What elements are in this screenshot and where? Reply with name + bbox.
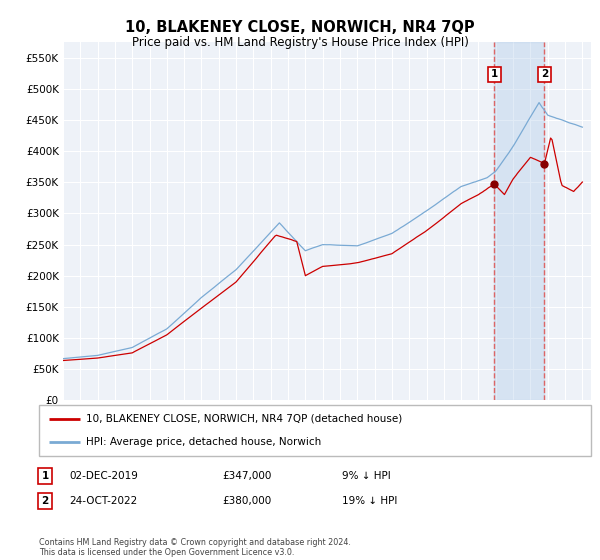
Text: 1: 1 xyxy=(491,69,498,80)
Text: 19% ↓ HPI: 19% ↓ HPI xyxy=(342,496,397,506)
Text: £380,000: £380,000 xyxy=(222,496,271,506)
Text: 9% ↓ HPI: 9% ↓ HPI xyxy=(342,471,391,481)
Text: £347,000: £347,000 xyxy=(222,471,271,481)
Text: 24-OCT-2022: 24-OCT-2022 xyxy=(69,496,137,506)
Text: 2: 2 xyxy=(541,69,548,80)
Text: 1: 1 xyxy=(41,471,49,481)
Text: 10, BLAKENEY CLOSE, NORWICH, NR4 7QP (detached house): 10, BLAKENEY CLOSE, NORWICH, NR4 7QP (de… xyxy=(86,414,402,424)
Text: HPI: Average price, detached house, Norwich: HPI: Average price, detached house, Norw… xyxy=(86,437,321,447)
Text: Price paid vs. HM Land Registry's House Price Index (HPI): Price paid vs. HM Land Registry's House … xyxy=(131,36,469,49)
Bar xyxy=(494,42,544,400)
Text: 2: 2 xyxy=(41,496,49,506)
Text: 10, BLAKENEY CLOSE, NORWICH, NR4 7QP: 10, BLAKENEY CLOSE, NORWICH, NR4 7QP xyxy=(125,20,475,35)
Text: 02-DEC-2019: 02-DEC-2019 xyxy=(69,471,138,481)
Text: Contains HM Land Registry data © Crown copyright and database right 2024.
This d: Contains HM Land Registry data © Crown c… xyxy=(39,538,351,557)
FancyBboxPatch shape xyxy=(39,405,591,456)
